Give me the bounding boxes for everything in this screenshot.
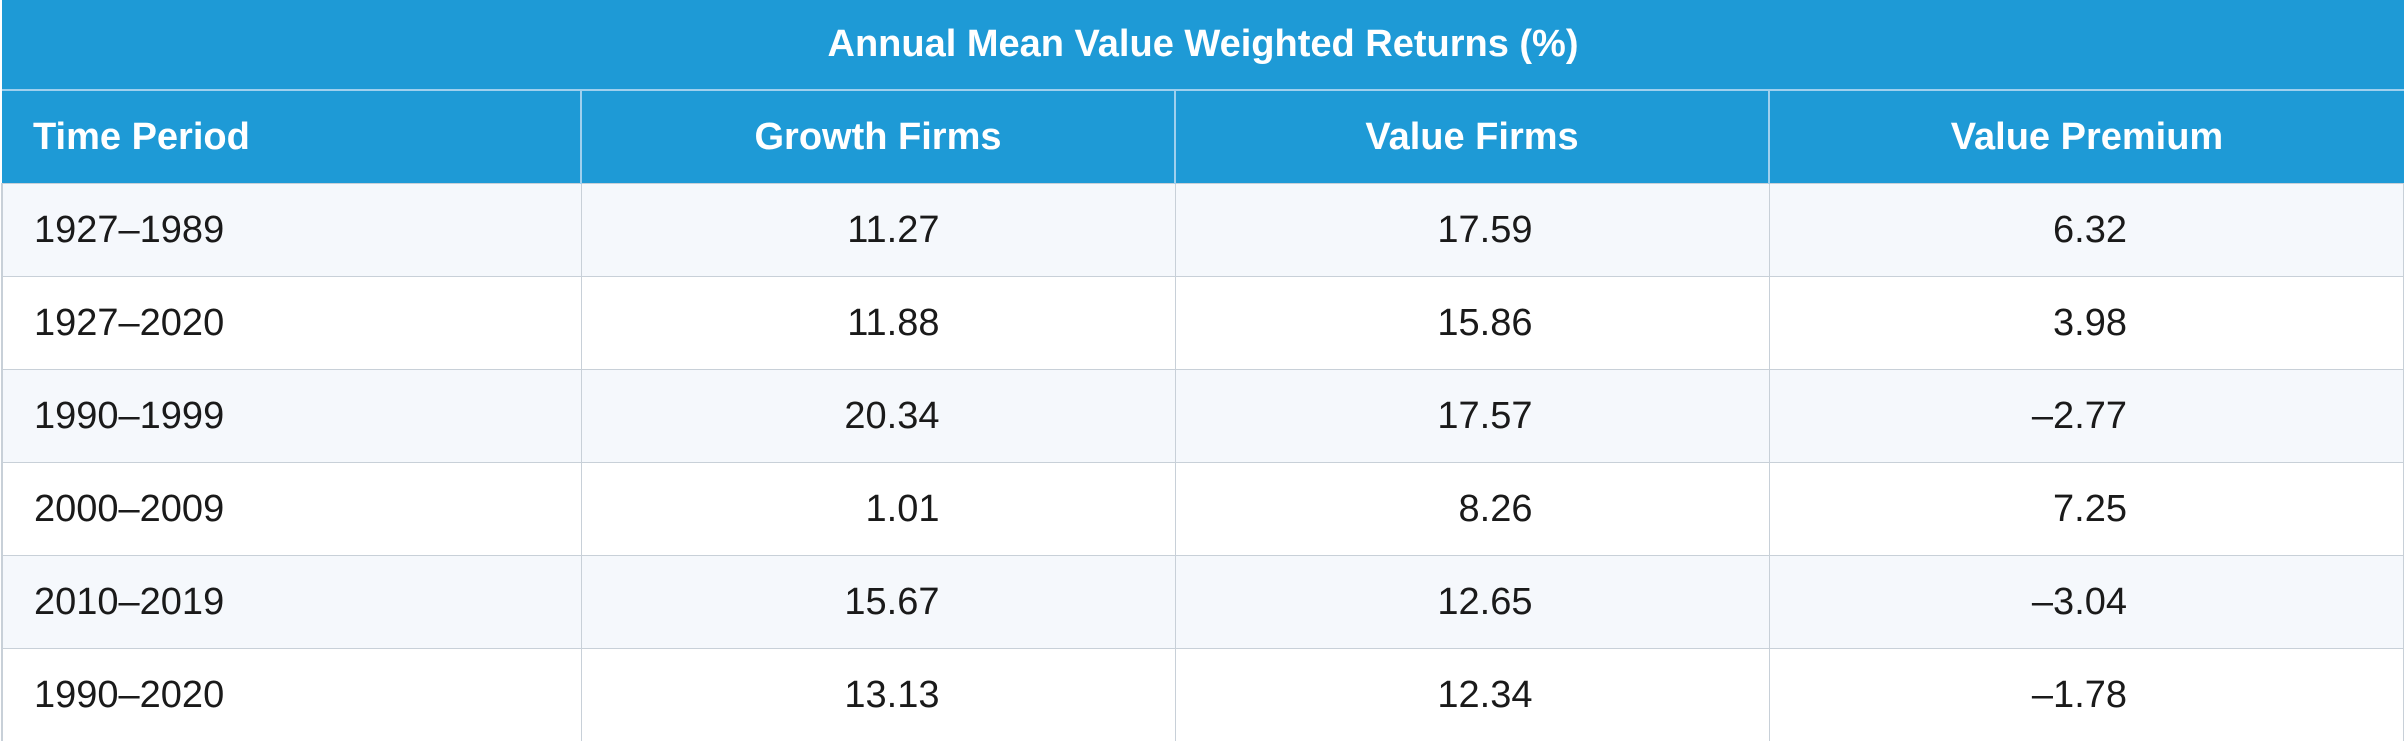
table-row: 1990–1999 20.34 17.57 –2.77 (1, 369, 2404, 463)
value-premium-cell: –1.78 (1768, 648, 2404, 741)
time-period-cell: 2000–2009 (1, 462, 581, 556)
value-firms-cell: 17.57 (1174, 369, 1769, 463)
time-period-cell: 2010–2019 (1, 555, 581, 649)
growth-firms-cell: 11.27 (580, 183, 1175, 277)
growth-firms-cell: 15.67 (580, 555, 1175, 649)
value-firms-cell: 8.26 (1174, 462, 1769, 556)
column-header-value-firms: Value Firms (1174, 90, 1769, 184)
growth-firms-cell: 20.34 (580, 369, 1175, 463)
value-premium-cell: 6.32 (1768, 183, 2404, 277)
growth-firms-cell: 13.13 (580, 648, 1175, 741)
growth-firms-cell: 1.01 (580, 462, 1175, 556)
value-premium-cell: –2.77 (1768, 369, 2404, 463)
value-premium-cell: 3.98 (1768, 276, 2404, 370)
time-period-cell: 1990–1999 (1, 369, 581, 463)
table-title-row: Annual Mean Value Weighted Returns (%) (2, 0, 2404, 91)
value-premium-cell: –3.04 (1768, 555, 2404, 649)
time-period-cell: 1927–2020 (1, 276, 581, 370)
value-premium-cell: 7.25 (1768, 462, 2404, 556)
value-firms-cell: 17.59 (1174, 183, 1769, 277)
growth-firms-cell: 11.88 (580, 276, 1175, 370)
table-title: Annual Mean Value Weighted Returns (%) (2, 0, 2404, 91)
time-period-cell: 1990–2020 (1, 648, 581, 741)
table-row: 1927–2020 11.88 15.86 3.98 (1, 276, 2404, 370)
table-row: 2010–2019 15.67 12.65 –3.04 (1, 555, 2404, 649)
table-header-row: Time Period Growth Firms Value Firms Val… (2, 90, 2404, 184)
column-header-value-premium: Value Premium (1767, 90, 2404, 184)
column-header-growth-firms: Growth Firms (580, 90, 1175, 184)
value-firms-cell: 12.65 (1174, 555, 1769, 649)
value-firms-cell: 12.34 (1174, 648, 1769, 741)
table-row: 1927–1989 11.27 17.59 6.32 (1, 183, 2404, 277)
value-firms-cell: 15.86 (1174, 276, 1769, 370)
table-row: 1990–2020 13.13 12.34 –1.78 (1, 648, 2404, 741)
column-header-time-period: Time Period (2, 90, 581, 184)
time-period-cell: 1927–1989 (1, 183, 581, 277)
table-row: 2000–2009 1.01 8.26 7.25 (1, 462, 2404, 556)
